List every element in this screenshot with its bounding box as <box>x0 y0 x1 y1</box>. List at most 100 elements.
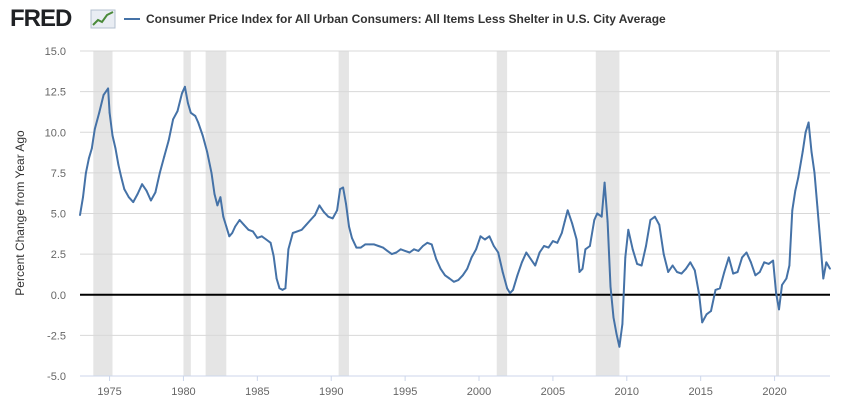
data-point[interactable] <box>355 246 358 249</box>
data-point[interactable] <box>79 214 81 217</box>
data-point[interactable] <box>512 288 514 291</box>
data-point[interactable] <box>331 217 334 220</box>
data-point[interactable] <box>342 186 344 189</box>
data-point[interactable] <box>466 267 469 270</box>
data-point[interactable] <box>85 171 87 174</box>
data-point[interactable] <box>615 332 618 335</box>
data-point[interactable] <box>606 220 609 223</box>
data-point[interactable] <box>107 87 109 90</box>
data-point[interactable] <box>386 249 389 252</box>
data-point[interactable] <box>807 121 810 124</box>
data-point[interactable] <box>181 92 183 95</box>
data-point[interactable] <box>108 111 111 114</box>
data-point[interactable] <box>516 274 519 277</box>
data-point[interactable] <box>750 261 752 264</box>
data-point[interactable] <box>543 245 545 247</box>
data-point[interactable] <box>127 196 130 199</box>
data-point[interactable] <box>300 228 303 231</box>
data-point[interactable] <box>736 271 739 273</box>
data-point[interactable] <box>600 215 603 218</box>
data-point[interactable] <box>228 235 231 238</box>
data-point[interactable] <box>492 245 495 247</box>
data-point[interactable] <box>671 264 674 267</box>
data-point[interactable] <box>219 196 222 199</box>
data-point[interactable] <box>408 251 411 254</box>
data-point[interactable] <box>775 292 777 295</box>
data-point[interactable] <box>145 189 148 192</box>
data-point[interactable] <box>680 272 683 275</box>
data-point[interactable] <box>763 261 766 264</box>
data-point[interactable] <box>781 284 783 286</box>
data-point[interactable] <box>538 251 541 254</box>
data-point[interactable] <box>238 219 241 221</box>
data-point[interactable] <box>364 243 367 246</box>
data-point[interactable] <box>296 230 299 233</box>
data-point[interactable] <box>584 248 587 251</box>
data-point[interactable] <box>676 271 678 273</box>
data-point[interactable] <box>470 256 473 259</box>
data-point[interactable] <box>132 201 135 204</box>
legend-series-title[interactable]: Consumer Price Index for All Urban Consu… <box>146 12 666 26</box>
data-point[interactable] <box>719 287 721 290</box>
data-point[interactable] <box>158 171 161 174</box>
data-point[interactable] <box>701 321 704 324</box>
data-point[interactable] <box>624 256 627 259</box>
data-point[interactable] <box>189 111 192 114</box>
data-point[interactable] <box>275 277 278 280</box>
data-point[interactable] <box>382 246 384 249</box>
data-point[interactable] <box>194 115 197 117</box>
data-point[interactable] <box>265 238 268 241</box>
data-point[interactable] <box>176 110 179 113</box>
data-point[interactable] <box>225 225 228 228</box>
data-point[interactable] <box>520 261 523 264</box>
data-point[interactable] <box>705 313 708 316</box>
data-point[interactable] <box>698 293 701 296</box>
data-point[interactable] <box>377 245 380 247</box>
data-point[interactable] <box>636 262 639 265</box>
data-point[interactable] <box>667 271 670 273</box>
data-point[interactable] <box>359 246 362 249</box>
data-point[interactable] <box>714 288 717 291</box>
data-point[interactable] <box>163 155 166 158</box>
data-point[interactable] <box>404 249 407 252</box>
data-point[interactable] <box>618 345 621 348</box>
data-point[interactable] <box>426 241 429 244</box>
data-point[interactable] <box>529 258 532 260</box>
data-point[interactable] <box>506 287 508 290</box>
data-point[interactable] <box>141 183 143 186</box>
data-point[interactable] <box>172 118 175 121</box>
data-point[interactable] <box>269 241 272 244</box>
series-line[interactable] <box>79 85 831 348</box>
data-point[interactable] <box>689 261 692 264</box>
data-point[interactable] <box>435 258 438 260</box>
data-point[interactable] <box>82 196 84 199</box>
data-point[interactable] <box>723 271 726 273</box>
data-point[interactable] <box>525 251 528 254</box>
data-point[interactable] <box>588 245 591 247</box>
data-point[interactable] <box>351 236 353 239</box>
data-point[interactable] <box>710 310 712 312</box>
data-point[interactable] <box>794 189 797 192</box>
data-point[interactable] <box>114 147 117 150</box>
data-point[interactable] <box>345 202 347 205</box>
data-point[interactable] <box>413 248 415 251</box>
data-point[interactable] <box>314 214 316 217</box>
data-point[interactable] <box>395 251 398 254</box>
data-point[interactable] <box>501 271 504 273</box>
fred-logo[interactable]: FRED <box>10 5 72 32</box>
data-point[interactable] <box>575 238 578 241</box>
data-point[interactable] <box>475 248 477 251</box>
data-point[interactable] <box>479 235 482 238</box>
data-point[interactable] <box>234 225 237 228</box>
data-point[interactable] <box>216 204 219 207</box>
data-point[interactable] <box>184 85 186 88</box>
data-point[interactable] <box>547 246 550 249</box>
data-point[interactable] <box>322 210 325 213</box>
data-point[interactable] <box>785 277 788 280</box>
data-point[interactable] <box>448 277 451 280</box>
data-point[interactable] <box>566 209 569 212</box>
data-point[interactable] <box>452 280 455 283</box>
data-point[interactable] <box>417 249 420 252</box>
data-point[interactable] <box>822 277 825 280</box>
